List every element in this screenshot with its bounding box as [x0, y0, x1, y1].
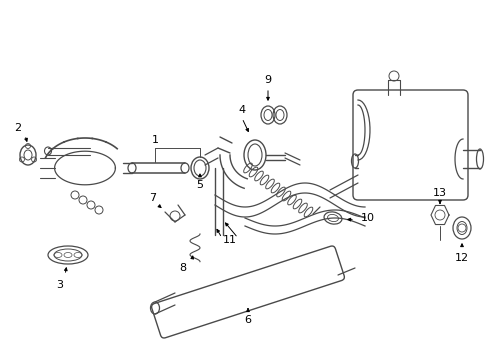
Text: 13: 13 — [433, 188, 447, 198]
Text: 12: 12 — [455, 253, 469, 263]
Text: 7: 7 — [149, 193, 157, 203]
Text: 8: 8 — [179, 263, 187, 273]
Text: 2: 2 — [14, 123, 22, 133]
Text: 5: 5 — [196, 180, 203, 190]
Text: 6: 6 — [245, 315, 251, 325]
Text: 9: 9 — [265, 75, 271, 85]
Text: 11: 11 — [223, 235, 237, 245]
Text: 3: 3 — [56, 280, 64, 290]
Text: 10: 10 — [361, 213, 375, 223]
Text: 1: 1 — [151, 135, 158, 145]
Text: 4: 4 — [239, 105, 245, 115]
